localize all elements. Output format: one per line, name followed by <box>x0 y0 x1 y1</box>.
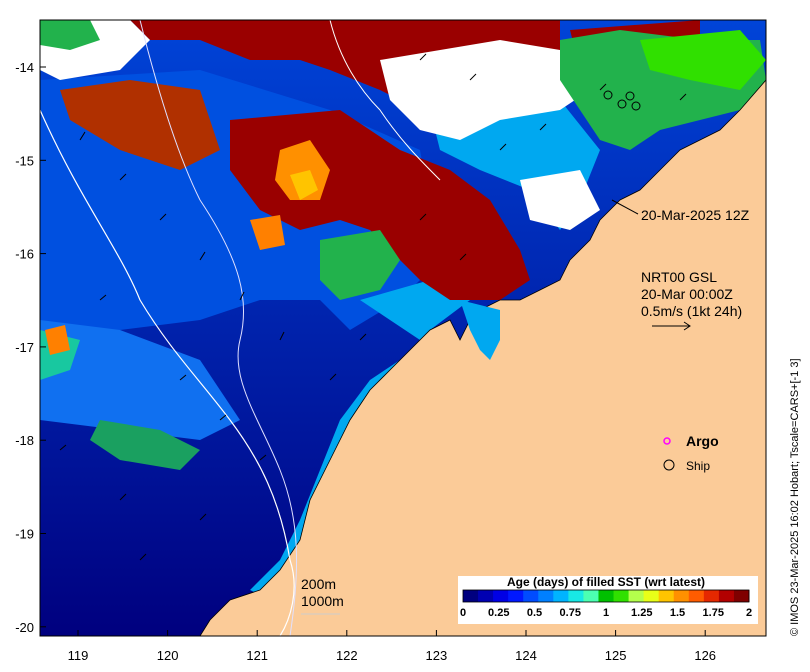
y-axis: -14 -15 -16 -17 -18 -19 -20 <box>15 60 46 635</box>
colorbar-label: 0 <box>460 607 466 619</box>
x-tick-label: 126 <box>694 648 716 663</box>
colorbar-label: 2 <box>746 607 752 619</box>
y-tick-label: -17 <box>15 340 34 355</box>
colorbar-label: 1.5 <box>670 607 685 619</box>
colorbar-swatch <box>688 590 705 602</box>
sst-dark-red-west <box>60 80 220 170</box>
ship-markers <box>603 90 641 111</box>
x-tick-label: 120 <box>157 648 179 663</box>
colorbar-label: 1.25 <box>631 607 652 619</box>
contour-1000m <box>139 20 298 636</box>
plot-area <box>40 20 766 636</box>
land-mass <box>199 79 766 636</box>
colorbar-label: 1 <box>603 607 609 619</box>
ship-marker <box>631 101 641 111</box>
ship-legend-marker <box>663 459 675 471</box>
x-tick-label: 122 <box>336 648 358 663</box>
credit-text: © IMOS 23-Mar-2025 16:02 Hobart; Tscale=… <box>789 358 801 636</box>
timestamp-label: 20-Mar-2025 12Z <box>641 207 750 223</box>
sst-green-southwest <box>90 420 200 470</box>
contour-200m <box>40 109 295 636</box>
colorbar-label: 0.5 <box>527 607 542 619</box>
x-tick-label: 119 <box>68 648 89 663</box>
colorbar-swatch <box>733 590 750 602</box>
colorbar-swatch <box>673 590 690 602</box>
argo-legend-marker <box>663 437 671 445</box>
x-tick-label: 125 <box>605 648 627 663</box>
colorbar-swatch <box>628 590 645 602</box>
colorbar-swatch <box>553 590 569 602</box>
y-tick-label: -14 <box>15 60 34 75</box>
sst-yellow-patch <box>290 170 318 200</box>
colorbar-frame <box>462 589 750 603</box>
argo-legend-label: Argo <box>686 433 719 449</box>
y-tick-label: -16 <box>15 247 34 262</box>
colorbar-swatch <box>463 590 479 602</box>
ship-marker <box>625 91 635 101</box>
x-tick-label: 124 <box>515 648 537 663</box>
timestamp-pointer <box>611 199 639 215</box>
colorbar-swatch <box>583 590 599 602</box>
currents-source-label: NRT00 GSL <box>641 269 717 285</box>
currents-time-label: 20-Mar 00:00Z <box>641 286 733 302</box>
colorbar-swatch <box>523 590 539 602</box>
ship-legend-label: Ship <box>686 459 710 473</box>
sst-orange-patch <box>275 140 330 200</box>
cloud-east <box>520 170 600 230</box>
x-tick-label: 123 <box>426 648 448 663</box>
sst-green-east-light <box>640 30 766 90</box>
ocean-light-blue-3 <box>40 320 240 440</box>
colorbar-swatch <box>598 590 615 602</box>
colorbar-label: 0.75 <box>560 607 581 619</box>
current-vectors <box>59 53 687 561</box>
plot-frame <box>39 19 767 637</box>
ship-marker <box>617 99 627 109</box>
colorbar-swatch <box>493 590 509 602</box>
colorbar-swatch <box>718 590 735 602</box>
current-scale-label: 0.5m/s (1kt 24h) <box>641 303 742 319</box>
colorbar-title: Age (days) of filled SST (wrt latest) <box>507 575 705 589</box>
y-tick-label: -18 <box>15 433 34 448</box>
colorbar-swatch <box>538 590 554 602</box>
cloud-central <box>380 40 590 140</box>
colorbar-swatches <box>463 590 750 602</box>
y-tick-label: -20 <box>15 620 34 635</box>
contour-1000m-label: 1000m <box>301 593 344 609</box>
colorbar-swatch <box>703 590 720 602</box>
current-scale-arrow <box>652 321 691 331</box>
sst-green-north <box>40 20 100 50</box>
colorbar-swatch <box>643 590 660 602</box>
x-tick-label: 121 <box>246 648 268 663</box>
colorbar-swatch <box>478 590 494 602</box>
colorbar-labels: 0 0.25 0.5 0.75 1 1.25 1.5 1.75 2 <box>460 607 752 619</box>
sst-orange-patch-2 <box>250 215 285 250</box>
y-tick-label: -19 <box>15 527 34 542</box>
x-axis: 119 120 121 122 123 124 125 126 <box>68 630 716 663</box>
contour-200m-label: 200m <box>301 576 336 592</box>
colorbar-label: 1.75 <box>703 607 724 619</box>
sst-green-central <box>320 230 400 300</box>
colorbar-swatch <box>613 590 630 602</box>
sst-orange-west <box>45 325 70 355</box>
colorbar-swatch <box>508 590 524 602</box>
colorbar-swatch <box>568 590 584 602</box>
land-peninsula <box>460 300 500 360</box>
ship-marker <box>603 90 613 100</box>
colorbar-swatch <box>658 590 675 602</box>
y-tick-label: -15 <box>15 153 34 168</box>
colorbar-label: 0.25 <box>488 607 509 619</box>
contour-north <box>329 20 441 181</box>
